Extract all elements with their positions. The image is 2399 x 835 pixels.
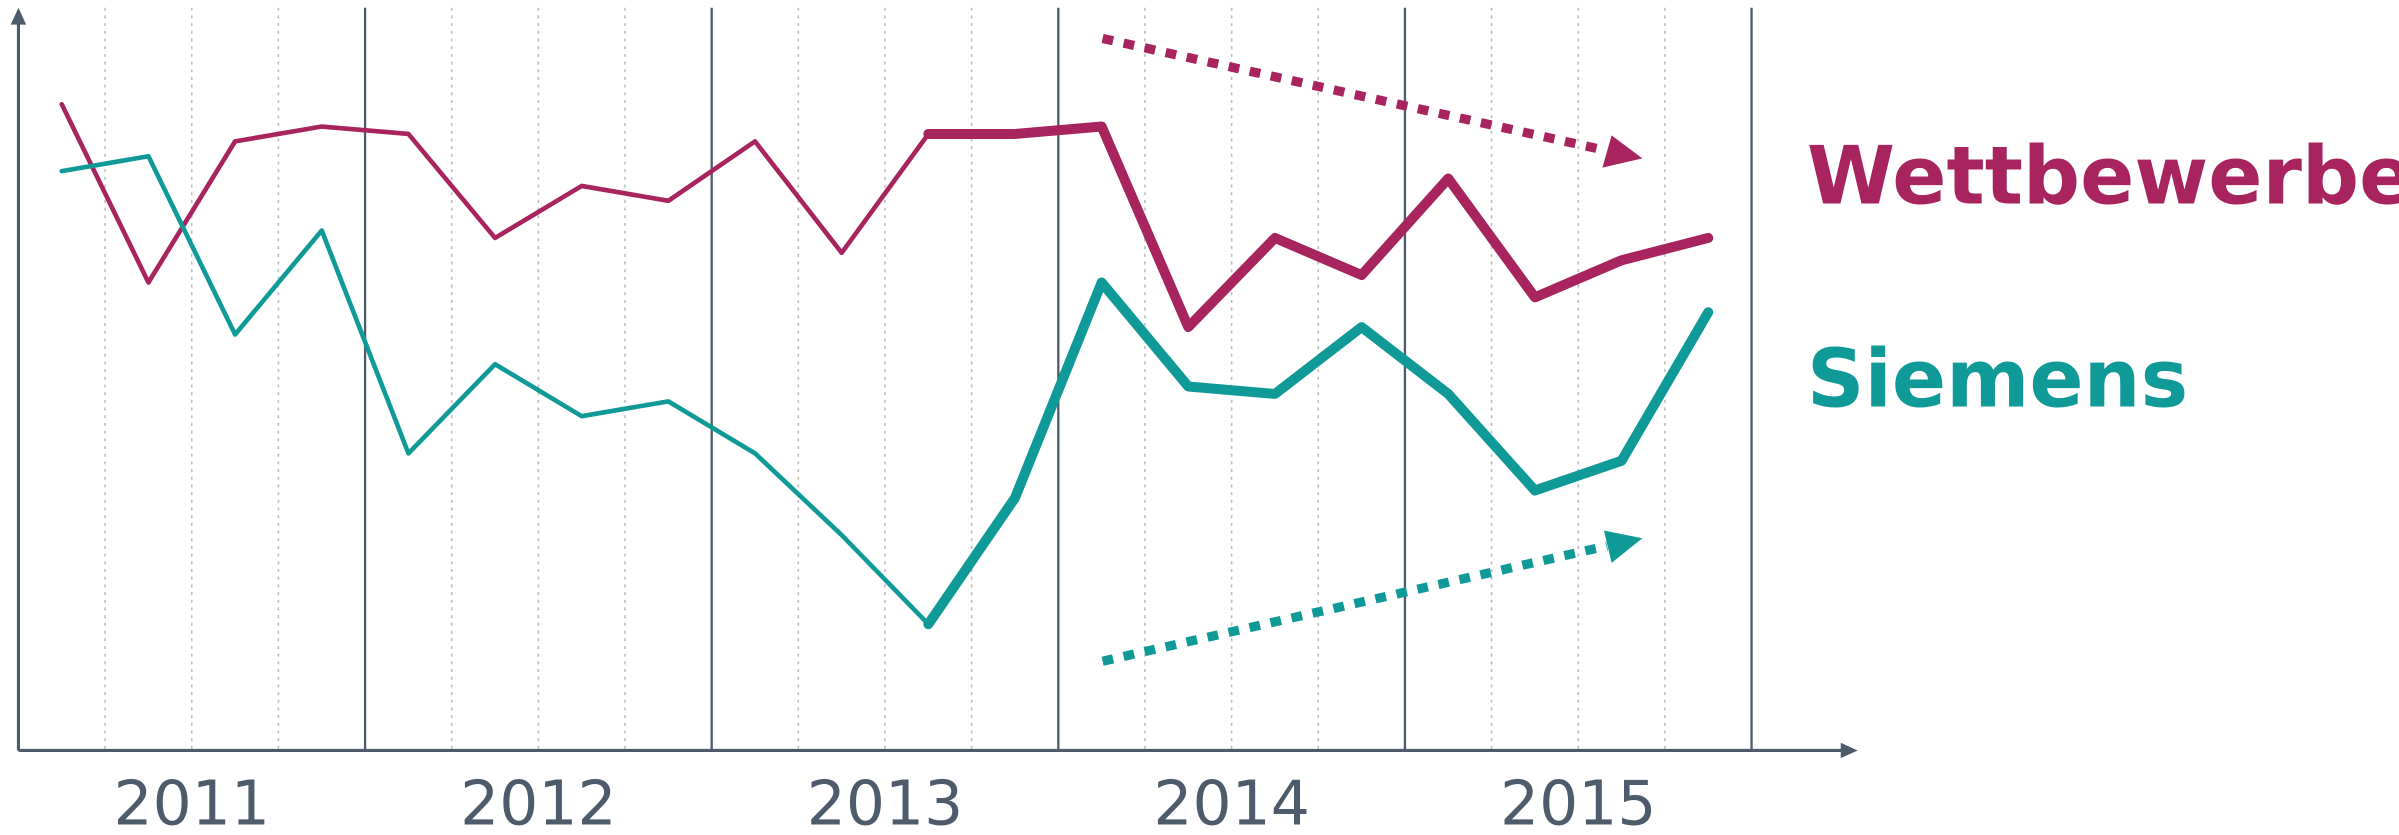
x-axis-arrow — [1840, 742, 1858, 759]
x-group-label: 2013 — [807, 767, 964, 835]
series-line — [59, 101, 931, 285]
series-line-highlight — [923, 121, 1714, 333]
lines — [59, 101, 1714, 630]
legend-label: Wettbewerber — [1807, 129, 2399, 222]
legend-label: Siemens — [1807, 332, 2188, 425]
x-group-label: 2011 — [114, 767, 271, 835]
labels: 2011 2012 2013 2014 2015 Wettbewerber Siemens — [114, 129, 2399, 835]
trend-arrow-up — [1101, 530, 1643, 666]
plot-area: 2011 2012 2013 2014 2015 Wettbewerber Siemens — [10, 7, 2399, 835]
grid — [104, 7, 1753, 751]
x-group-label: 2012 — [460, 767, 617, 835]
x-group-label: 2014 — [1153, 767, 1310, 835]
y-axis-arrow — [10, 7, 27, 25]
series-line-highlight — [923, 277, 1714, 630]
x-group-label: 2015 — [1500, 767, 1657, 835]
trend-arrow-down — [1101, 33, 1643, 168]
series-line — [59, 153, 931, 627]
